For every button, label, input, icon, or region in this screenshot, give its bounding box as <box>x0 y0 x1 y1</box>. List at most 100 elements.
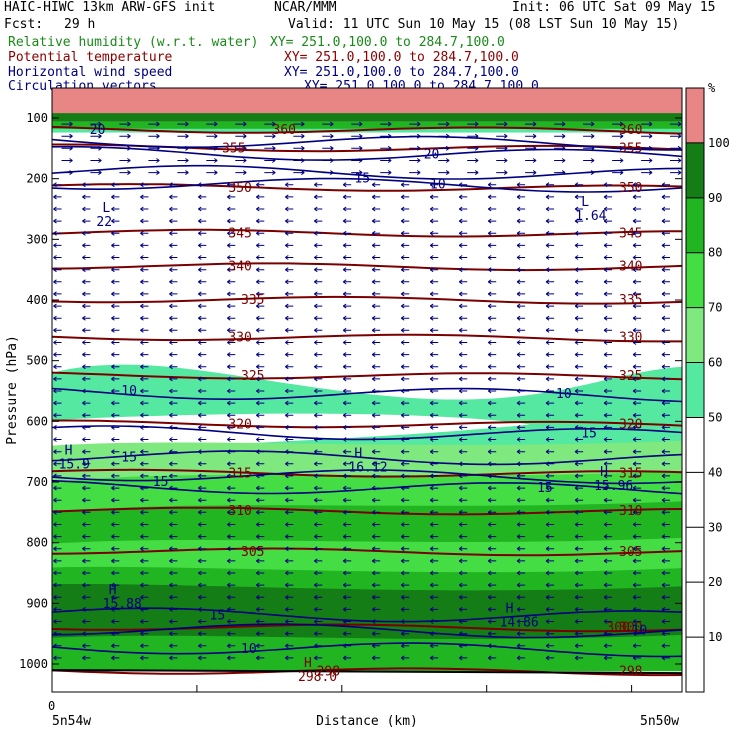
colorbar-swatch <box>686 142 704 198</box>
vector-arrow <box>458 376 468 382</box>
vector-arrow <box>140 303 149 309</box>
vector-arrow <box>429 279 439 285</box>
vector-arrow <box>314 437 323 442</box>
vector-arrow <box>198 376 207 382</box>
theta-label: 310 <box>228 504 251 519</box>
vector-arrow <box>574 352 584 358</box>
vector-arrow <box>342 606 352 612</box>
vector-arrow <box>487 255 497 260</box>
extremum-marker: H <box>304 656 312 671</box>
vector-arrow <box>545 340 555 345</box>
vector-arrow <box>661 194 670 200</box>
colorbar-outline <box>685 87 705 693</box>
vector-arrow <box>264 121 276 127</box>
vector-arrow <box>516 546 526 552</box>
theta-label: 330 <box>228 331 251 346</box>
vector-arrow <box>545 606 555 612</box>
vector-arrow <box>516 582 526 588</box>
vector-arrow <box>198 594 207 600</box>
vector-arrow <box>198 218 207 224</box>
vector-arrow <box>227 388 236 394</box>
vector-arrow <box>545 570 555 576</box>
vector-arrow <box>632 327 642 333</box>
vector-arrow <box>574 437 584 442</box>
vector-arrow <box>487 194 497 200</box>
vector-arrow <box>227 182 236 188</box>
vector-arrow <box>496 145 508 151</box>
vector-arrow <box>285 255 294 260</box>
vector-arrow <box>400 485 410 491</box>
vector-arrow <box>632 291 642 297</box>
vector-arrow <box>487 582 497 588</box>
vector-arrow <box>371 497 381 503</box>
vector-arrow <box>583 121 595 127</box>
vector-arrow <box>670 158 682 163</box>
vector-arrow <box>198 230 207 236</box>
x-tick-label: 0 <box>48 699 55 713</box>
vector-arrow <box>169 497 178 503</box>
vector-arrow <box>574 424 584 430</box>
theta-label: 360 <box>273 123 296 138</box>
wind-label: 10 <box>632 624 648 639</box>
vector-arrow <box>227 582 236 588</box>
vector-arrow <box>574 522 584 527</box>
vector-arrow <box>371 206 381 212</box>
vector-arrow <box>314 473 323 479</box>
vector-arrow <box>400 267 410 273</box>
vector-arrow <box>198 303 207 309</box>
theta-label: 345 <box>619 226 642 241</box>
vector-arrow <box>227 449 236 455</box>
vector-arrow <box>198 327 207 333</box>
theta-line <box>52 547 682 557</box>
vector-arrow <box>169 400 178 406</box>
vector-arrow <box>429 218 439 224</box>
vector-arrow <box>140 509 149 515</box>
vector-arrow <box>227 218 236 224</box>
vector-arrow <box>545 352 555 358</box>
vector-arrow <box>177 170 189 176</box>
vector-arrow <box>458 340 468 345</box>
wind-line <box>52 479 682 495</box>
vector-arrow <box>256 619 265 624</box>
vector-arrow <box>198 291 207 297</box>
vector-arrow <box>603 534 613 540</box>
vector-arrow <box>545 388 555 394</box>
vector-arrow <box>342 291 352 297</box>
vector-arrow <box>458 643 468 649</box>
vector-arrow <box>82 534 91 540</box>
vector-arrow <box>140 340 149 345</box>
vector-arrow <box>487 303 497 309</box>
vector-arrow <box>206 170 218 176</box>
vector-arrow <box>111 206 120 212</box>
theta-label: 300 <box>606 621 629 636</box>
extremum-value: 16.12 <box>348 461 387 476</box>
vector-arrow <box>314 546 323 552</box>
field-rh-name: Relative humidity (w.r.t. water) <box>8 35 259 50</box>
vector-arrow <box>111 388 120 394</box>
vector-arrow <box>554 158 566 163</box>
vector-arrow <box>574 303 584 309</box>
vector-arrow <box>458 303 468 309</box>
vector-arrow <box>458 242 468 248</box>
x-right-label: 5n50w <box>640 714 679 729</box>
theta-label: 320 <box>228 417 251 432</box>
vector-arrow <box>574 485 584 491</box>
vector-arrow <box>603 461 613 467</box>
vector-arrow <box>487 376 497 382</box>
vector-arrow <box>53 315 62 321</box>
vector-arrow <box>169 655 178 661</box>
vector-arrow <box>53 534 62 540</box>
y-tick-label: 200 <box>26 172 48 186</box>
vector-arrow <box>53 473 62 479</box>
vector-arrow <box>400 643 410 649</box>
vector-arrow <box>82 412 91 418</box>
vector-arrow <box>467 133 479 139</box>
colorbar-tick-label: 10 <box>708 630 722 644</box>
vector-arrow <box>169 412 178 418</box>
vector-arrow <box>603 303 613 309</box>
vector-arrow <box>82 267 91 273</box>
vector-arrow <box>111 582 120 588</box>
vector-arrow <box>487 315 497 321</box>
vector-arrow <box>632 376 642 382</box>
vector-arrow <box>458 546 468 552</box>
